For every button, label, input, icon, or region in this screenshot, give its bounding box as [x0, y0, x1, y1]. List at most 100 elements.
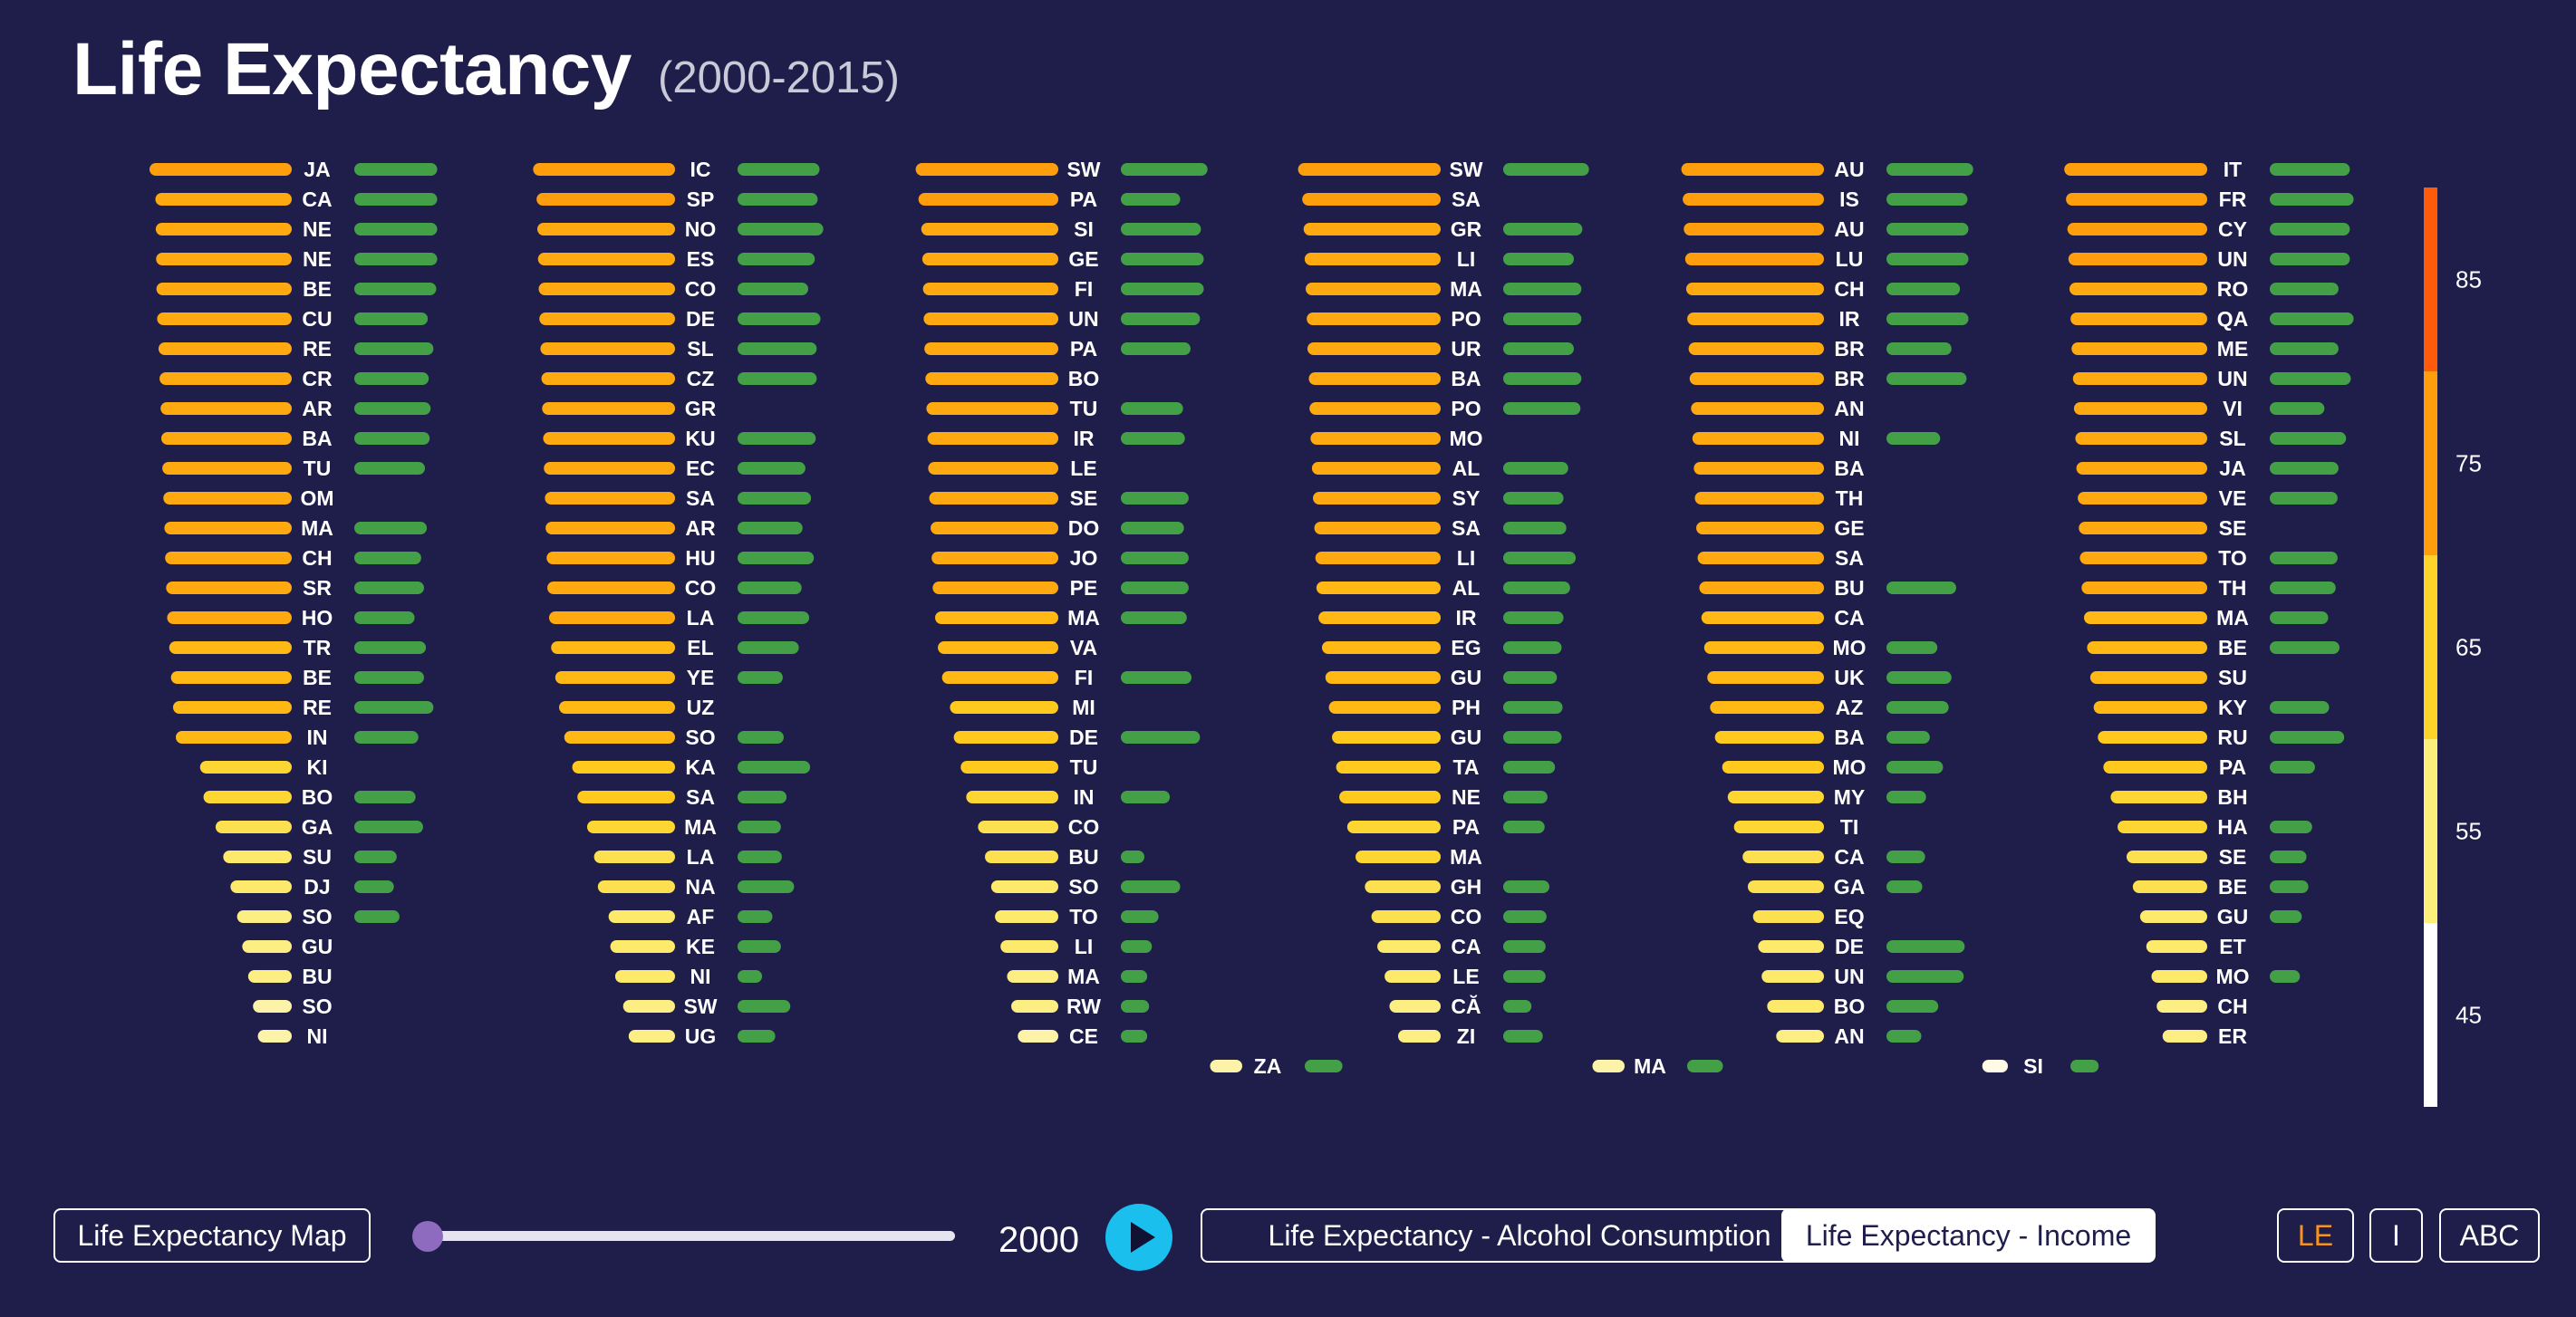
income-bar[interactable] [1121, 910, 1159, 923]
income-bar[interactable] [738, 193, 818, 206]
le-bar[interactable] [931, 522, 1058, 534]
income-bar[interactable] [1886, 582, 1956, 594]
le-bar[interactable] [950, 701, 1058, 714]
le-bar[interactable] [1307, 312, 1441, 325]
le-bar[interactable] [985, 851, 1058, 863]
le-bar[interactable] [1000, 940, 1058, 953]
le-bar[interactable] [551, 641, 675, 654]
income-bar[interactable] [738, 283, 808, 295]
income-bar[interactable] [354, 910, 400, 923]
income-bar[interactable] [354, 193, 438, 206]
le-bar[interactable] [545, 522, 675, 534]
le-bar[interactable] [542, 402, 675, 415]
le-bar[interactable] [2070, 312, 2207, 325]
le-bar[interactable] [155, 193, 292, 206]
le-bar[interactable] [922, 283, 1058, 295]
income-bar[interactable] [1121, 880, 1181, 893]
income-bar[interactable] [2270, 193, 2354, 206]
income-bar[interactable] [1503, 1000, 1532, 1013]
le-bar[interactable] [1696, 522, 1824, 534]
le-bar[interactable] [242, 940, 292, 953]
le-bar[interactable] [610, 940, 675, 953]
le-bar[interactable] [978, 821, 1058, 833]
le-bar[interactable] [577, 791, 675, 803]
income-bar[interactable] [738, 791, 787, 803]
income-bar[interactable] [354, 462, 425, 475]
income-bar[interactable] [1503, 372, 1582, 385]
le-bar[interactable] [1316, 582, 1441, 594]
le-bar[interactable] [559, 701, 675, 714]
le-bar[interactable] [1684, 253, 1824, 265]
income-bar[interactable] [1886, 253, 1969, 265]
income-bar[interactable] [2270, 163, 2350, 176]
income-bar[interactable] [2270, 731, 2345, 744]
le-bar[interactable] [926, 402, 1058, 415]
le-bar[interactable] [1321, 641, 1441, 654]
income-bar[interactable] [2270, 970, 2301, 983]
income-bar[interactable] [1886, 761, 1944, 774]
income-bar[interactable] [1121, 283, 1204, 295]
income-bar[interactable] [354, 731, 419, 744]
income-bar[interactable] [1121, 432, 1185, 445]
le-bar[interactable] [932, 582, 1058, 594]
income-bar[interactable] [354, 253, 438, 265]
income-bar[interactable] [1121, 582, 1189, 594]
le-bar[interactable] [1011, 1000, 1058, 1013]
le-bar[interactable] [1311, 462, 1441, 475]
income-bar[interactable] [1503, 283, 1582, 295]
income-bar[interactable] [1503, 701, 1563, 714]
le-bar[interactable] [2081, 582, 2207, 594]
income-bar[interactable] [738, 641, 799, 654]
le-bar[interactable] [960, 761, 1058, 774]
income-bar[interactable] [738, 522, 803, 534]
income-bar[interactable] [1886, 671, 1952, 684]
le-bar[interactable] [536, 223, 675, 236]
income-bar[interactable] [1121, 223, 1201, 236]
le-bar[interactable] [170, 671, 292, 684]
income-bar[interactable] [1121, 1000, 1150, 1013]
income-bar[interactable] [1121, 163, 1208, 176]
income-bar[interactable] [738, 342, 817, 355]
le-bar[interactable] [1007, 970, 1058, 983]
income-bar[interactable] [354, 701, 434, 714]
sort-abc-button[interactable]: ABC [2439, 1208, 2540, 1263]
le-bar[interactable] [2067, 223, 2207, 236]
income-bar[interactable] [1886, 372, 1967, 385]
le-bar[interactable] [1688, 342, 1824, 355]
income-bar[interactable] [354, 582, 424, 594]
income-bar[interactable] [1503, 163, 1589, 176]
le-bar[interactable] [2087, 641, 2207, 654]
income-bar[interactable] [738, 851, 782, 863]
income-bar[interactable] [1121, 671, 1192, 684]
life-expectancy-map-button[interactable]: Life Expectancy Map [53, 1208, 371, 1263]
le-bar[interactable] [924, 342, 1058, 355]
income-bar[interactable] [2270, 851, 2307, 863]
income-bar[interactable] [1886, 791, 1926, 803]
le-bar[interactable] [1332, 731, 1441, 744]
income-bar[interactable] [354, 880, 394, 893]
le-bar[interactable] [1747, 880, 1824, 893]
le-bar[interactable] [2126, 851, 2207, 863]
le-bar[interactable] [1697, 552, 1824, 564]
le-bar[interactable] [540, 342, 675, 355]
le-bar[interactable] [921, 253, 1058, 265]
income-bar[interactable] [1503, 611, 1564, 624]
le-bar[interactable] [548, 611, 675, 624]
income-bar[interactable] [738, 761, 811, 774]
le-bar[interactable] [1389, 1000, 1441, 1013]
le-bar[interactable] [1377, 940, 1441, 953]
le-bar[interactable] [921, 223, 1058, 236]
income-bar[interactable] [738, 940, 781, 953]
le-bar[interactable] [929, 492, 1058, 505]
income-bar[interactable] [1886, 731, 1930, 744]
le-bar[interactable] [2076, 462, 2207, 475]
le-bar[interactable] [541, 372, 675, 385]
le-bar[interactable] [545, 492, 675, 505]
le-bar[interactable] [1336, 761, 1441, 774]
income-bar[interactable] [1503, 552, 1577, 564]
le-bar[interactable] [1314, 522, 1441, 534]
income-bar[interactable] [1503, 522, 1567, 534]
le-bar[interactable] [1298, 163, 1441, 176]
le-bar[interactable] [572, 761, 675, 774]
income-bar[interactable] [738, 671, 783, 684]
